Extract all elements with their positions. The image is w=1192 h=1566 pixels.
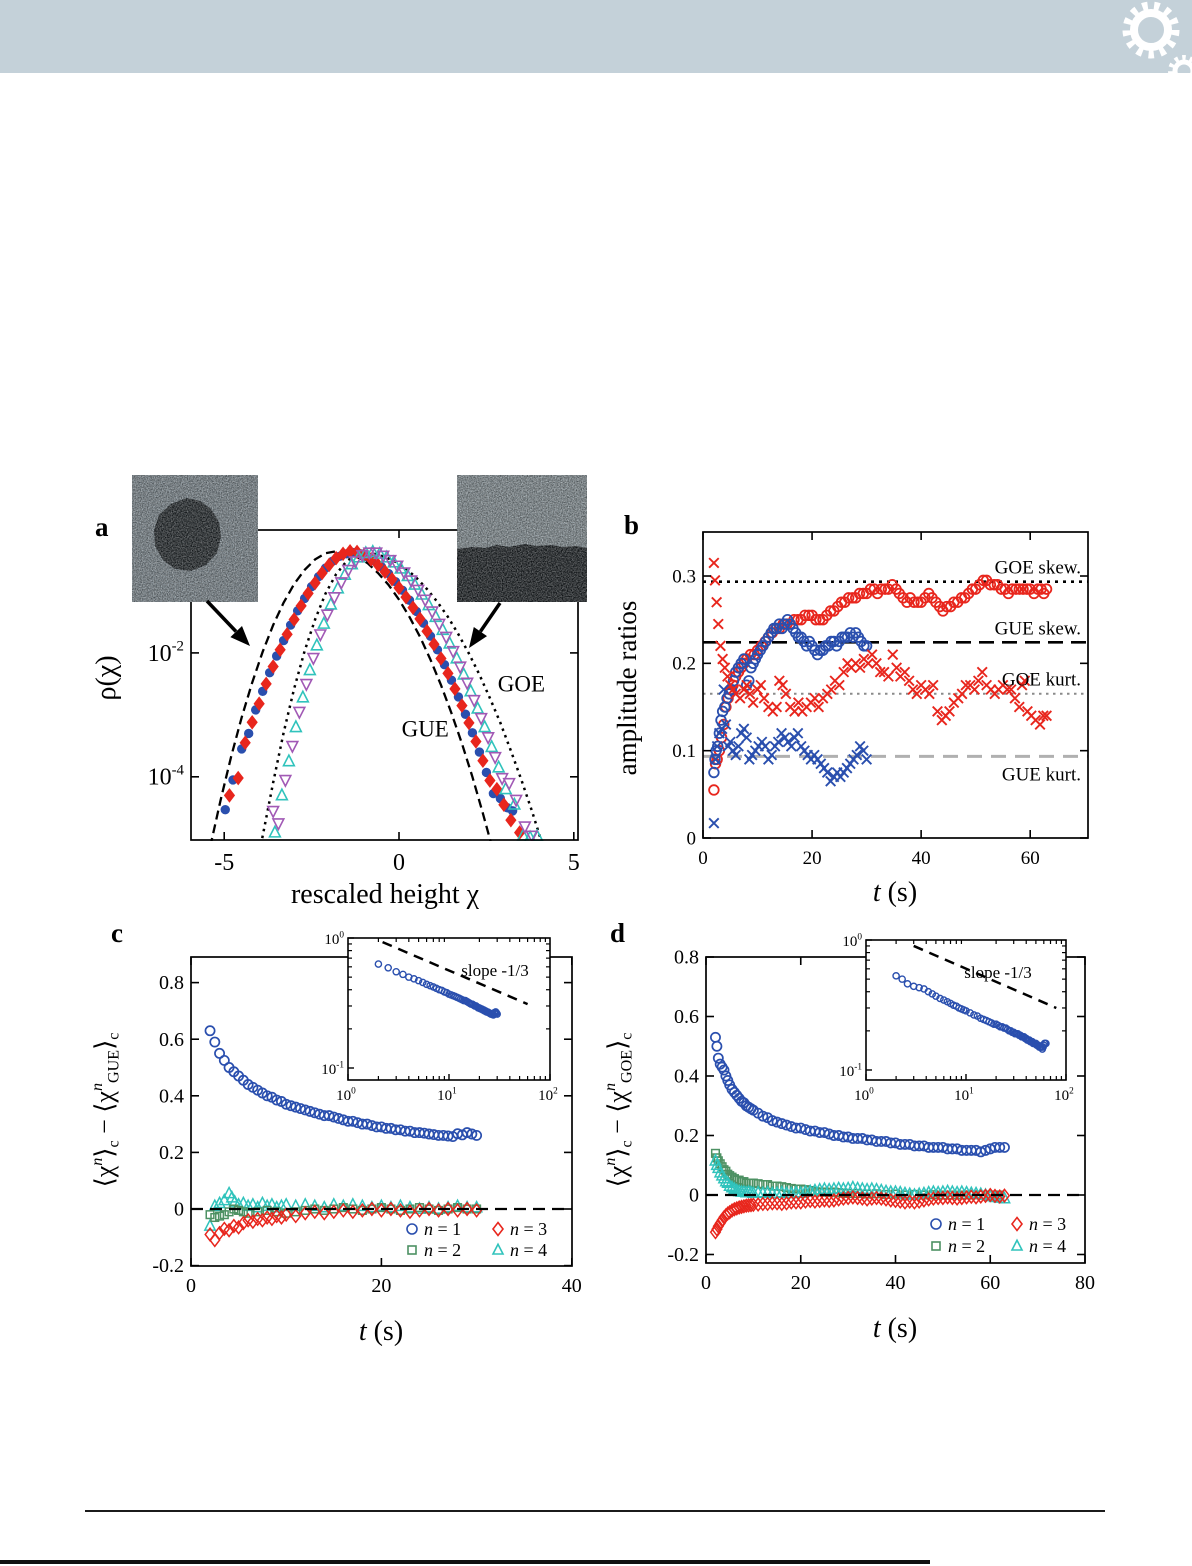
flat-interface-photo [457,475,587,602]
svg-text:slope -1/3: slope -1/3 [964,963,1032,982]
svg-text:10-4: 10-4 [148,763,185,791]
bottom-page-edge-rule [0,1560,930,1564]
arrow-to-goe-data [469,602,502,648]
svg-text:⟨χn⟩c − ⟨χnGOE⟩c: ⟨χn⟩c − ⟨χnGOE⟩c [602,1033,636,1188]
svg-text:c: c [111,918,123,948]
svg-text:n = 2: n = 2 [424,1240,461,1260]
svg-text:GUE kurt.: GUE kurt. [1002,764,1081,785]
svg-text:40: 40 [912,848,931,869]
svg-text:102: 102 [1054,1087,1074,1104]
svg-text:a: a [95,512,109,542]
svg-text:0: 0 [393,850,405,876]
panel-a-chart: -5 0 5 10-2 10-4 a rescaled height χ ρ(χ) GUE GOE [91,475,587,910]
svg-text:0: 0 [174,1199,184,1221]
svg-text:0: 0 [689,1185,699,1207]
svg-text:rescaled height χ: rescaled height χ [291,879,480,910]
svg-text:amplitude ratios: amplitude ratios [612,601,642,776]
svg-text:t (s): t (s) [873,1313,917,1344]
svg-text:GOE skew.: GOE skew. [995,558,1081,579]
svg-text:0.2: 0.2 [159,1142,184,1164]
svg-text:20: 20 [791,1272,811,1294]
svg-text:60: 60 [980,1272,1000,1294]
svg-text:0: 0 [186,1275,196,1297]
large-gear-icon [1122,1,1180,59]
svg-text:t (s): t (s) [873,877,917,908]
small-gear-icon [1168,55,1192,73]
svg-text:10-1: 10-1 [321,1061,344,1078]
svg-text:n = 1: n = 1 [948,1214,985,1234]
svg-text:n = 3: n = 3 [1029,1214,1066,1234]
journal-header-bar [0,0,1192,73]
svg-text:GOE: GOE [498,671,545,696]
svg-text:0.1: 0.1 [672,741,696,762]
svg-text:ρ(χ): ρ(χ) [91,655,122,700]
svg-text:-0.2: -0.2 [667,1244,699,1266]
svg-text:0: 0 [687,828,697,849]
svg-text:0.4: 0.4 [159,1085,184,1107]
svg-text:40: 40 [886,1272,906,1294]
svg-text:100: 100 [842,933,862,950]
svg-text:GUE: GUE [402,717,449,742]
svg-text:5: 5 [568,850,580,876]
svg-text:0.3: 0.3 [672,566,696,587]
svg-text:-5: -5 [214,850,234,876]
svg-text:b: b [624,510,639,540]
svg-text:GOE kurt.: GOE kurt. [1002,670,1081,691]
svg-text:20: 20 [371,1275,391,1297]
svg-text:100: 100 [336,1087,356,1104]
svg-text:n = 3: n = 3 [510,1219,547,1239]
svg-text:n = 4: n = 4 [510,1240,547,1260]
svg-text:0: 0 [698,848,708,869]
svg-text:10-2: 10-2 [148,639,184,667]
svg-text:100: 100 [324,931,344,948]
svg-text:0.8: 0.8 [674,947,699,969]
footer-rule [85,1510,1105,1512]
svg-text:0.6: 0.6 [159,1029,184,1051]
svg-text:40: 40 [562,1275,582,1297]
svg-text:10-1: 10-1 [839,1063,862,1080]
svg-text:0.2: 0.2 [674,1125,699,1147]
svg-text:⟨χn⟩c − ⟨χnGUE⟩c: ⟨χn⟩c − ⟨χnGUE⟩c [89,1033,123,1188]
svg-text:n = 1: n = 1 [424,1219,461,1239]
svg-text:100: 100 [854,1087,874,1104]
gear-logo [1122,1,1192,73]
panel-d-chart: 0 20 40 60 80-0.200.20.40.60.8dt (s)⟨χn⟩c − … [602,918,1095,1344]
circular-interface-photo [132,475,258,602]
panel-c-chart: 0 20 40-0.200.20.40.60.8ct (s)⟨χn⟩c − ⟨χnG… [89,918,582,1347]
svg-text:0.4: 0.4 [674,1066,699,1088]
svg-text:0.8: 0.8 [159,972,184,994]
svg-text:n = 2: n = 2 [948,1236,985,1256]
svg-text:0: 0 [701,1272,711,1294]
svg-text:-0.2: -0.2 [152,1255,184,1277]
svg-text:t (s): t (s) [359,1316,403,1347]
panel-b-chart: 0 20 40 60 0 0.1 0.2 0.3 b t (s) amplitude ratios G… [612,510,1089,908]
svg-text:60: 60 [1021,848,1040,869]
svg-text:80: 80 [1075,1272,1095,1294]
svg-text:101: 101 [954,1087,974,1104]
svg-text:102: 102 [538,1087,558,1104]
svg-text:20: 20 [803,848,822,869]
svg-text:101: 101 [437,1087,457,1104]
svg-text:n = 4: n = 4 [1029,1236,1066,1256]
svg-text:slope -1/3: slope -1/3 [461,961,529,980]
svg-text:d: d [610,918,625,948]
svg-text:0.6: 0.6 [674,1006,699,1028]
arrow-to-gue-data [205,599,250,646]
svg-text:0.2: 0.2 [672,654,696,675]
svg-text:GUE skew.: GUE skew. [995,618,1081,639]
